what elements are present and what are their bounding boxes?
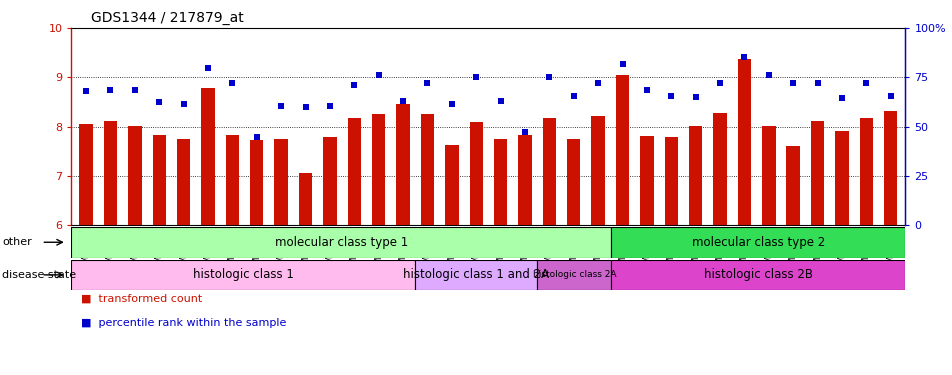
Point xyxy=(736,54,751,60)
Bar xyxy=(128,126,142,225)
Bar xyxy=(542,118,555,225)
Text: histologic class 1 and 2A: histologic class 1 and 2A xyxy=(403,268,548,281)
Bar xyxy=(274,139,288,225)
Bar xyxy=(610,260,904,290)
Bar xyxy=(518,135,531,225)
Bar xyxy=(610,227,904,258)
Point xyxy=(614,60,629,67)
Point xyxy=(200,64,215,70)
Point xyxy=(663,93,678,99)
Point xyxy=(420,80,435,86)
Text: ■  transformed count: ■ transformed count xyxy=(81,294,202,304)
Text: histologic class 2B: histologic class 2B xyxy=(703,268,812,281)
Bar xyxy=(371,114,385,225)
Point xyxy=(444,101,459,107)
Bar xyxy=(71,260,414,290)
Bar xyxy=(421,114,434,225)
Point xyxy=(468,74,484,80)
Point xyxy=(370,72,386,78)
Bar xyxy=(615,75,628,225)
Bar xyxy=(762,126,775,225)
Bar xyxy=(201,88,214,225)
Bar xyxy=(71,227,610,258)
Point xyxy=(833,95,848,101)
Text: histologic class 2A: histologic class 2A xyxy=(532,270,615,279)
Point xyxy=(784,80,800,86)
Bar xyxy=(226,135,239,225)
Bar xyxy=(566,139,580,225)
Bar xyxy=(640,136,653,225)
Text: molecular class type 2: molecular class type 2 xyxy=(691,236,823,249)
Point xyxy=(761,72,776,78)
Bar xyxy=(859,118,872,225)
Point xyxy=(883,93,898,99)
Bar xyxy=(591,116,605,225)
Bar xyxy=(834,132,848,225)
Bar xyxy=(396,104,409,225)
Bar xyxy=(537,260,610,290)
Bar xyxy=(414,260,537,290)
Point xyxy=(347,82,362,88)
Bar xyxy=(737,58,750,225)
Point xyxy=(809,80,824,86)
Bar xyxy=(152,135,166,225)
Bar xyxy=(493,139,506,225)
Point xyxy=(273,103,288,109)
Point xyxy=(248,134,264,140)
Bar xyxy=(883,111,897,225)
Text: histologic class 1: histologic class 1 xyxy=(192,268,293,281)
Point xyxy=(858,80,873,86)
Point xyxy=(395,98,410,104)
Bar xyxy=(445,145,458,225)
Point xyxy=(322,103,337,109)
Point xyxy=(639,87,654,93)
Point xyxy=(103,87,118,93)
Bar xyxy=(177,139,190,225)
Text: disease state: disease state xyxy=(2,270,76,280)
Bar xyxy=(323,137,336,225)
Bar xyxy=(299,173,312,225)
Text: other: other xyxy=(2,237,31,247)
Point xyxy=(492,98,507,104)
Point xyxy=(225,80,240,86)
Text: molecular class type 1: molecular class type 1 xyxy=(274,236,407,249)
Point xyxy=(517,129,532,135)
Bar xyxy=(713,113,726,225)
Text: GDS1344 / 217879_at: GDS1344 / 217879_at xyxy=(90,11,243,25)
Bar xyxy=(249,140,263,225)
Point xyxy=(176,101,191,107)
Point xyxy=(151,99,167,105)
Bar xyxy=(104,121,117,225)
Bar xyxy=(785,146,799,225)
Bar xyxy=(664,137,677,225)
Point xyxy=(298,104,313,110)
Point xyxy=(565,93,581,99)
Bar xyxy=(688,126,702,225)
Point xyxy=(541,74,556,80)
Point xyxy=(78,88,93,94)
Point xyxy=(128,87,143,93)
Bar xyxy=(469,122,483,225)
Bar xyxy=(810,121,823,225)
Point xyxy=(712,80,727,86)
Point xyxy=(687,94,703,100)
Bar xyxy=(347,118,361,225)
Point xyxy=(590,80,605,86)
Text: ■  percentile rank within the sample: ■ percentile rank within the sample xyxy=(81,318,287,328)
Bar xyxy=(79,124,92,225)
